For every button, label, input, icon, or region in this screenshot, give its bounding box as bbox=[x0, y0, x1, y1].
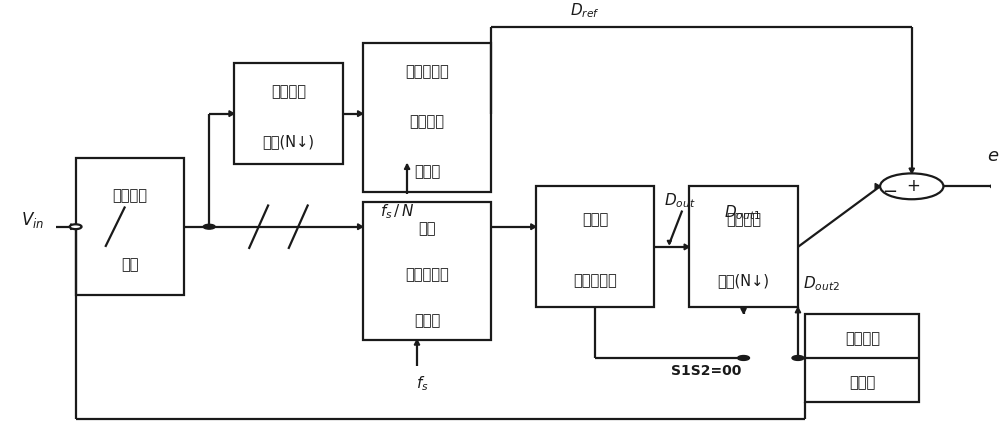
Text: 样器(N↓): 样器(N↓) bbox=[718, 273, 770, 288]
Text: $e$: $e$ bbox=[987, 147, 999, 165]
Text: 电路: 电路 bbox=[121, 257, 139, 272]
Text: $f_s$: $f_s$ bbox=[416, 373, 428, 391]
Bar bbox=[805, 314, 919, 403]
Bar bbox=[234, 64, 343, 165]
Polygon shape bbox=[358, 225, 363, 230]
Polygon shape bbox=[875, 184, 880, 190]
Text: 高速: 高速 bbox=[418, 221, 436, 236]
Polygon shape bbox=[414, 340, 420, 345]
Text: +: + bbox=[906, 177, 920, 195]
Circle shape bbox=[738, 356, 749, 360]
Bar bbox=[363, 203, 491, 340]
Bar bbox=[689, 187, 798, 308]
Text: $D_{out2}$: $D_{out2}$ bbox=[803, 273, 840, 292]
Text: 转换器: 转换器 bbox=[414, 164, 440, 178]
Circle shape bbox=[203, 225, 215, 230]
Text: 转换器: 转换器 bbox=[414, 312, 440, 328]
Text: 调节器: 调节器 bbox=[849, 374, 875, 389]
Polygon shape bbox=[684, 245, 689, 250]
Polygon shape bbox=[741, 308, 746, 314]
Text: 参考模数: 参考模数 bbox=[409, 114, 444, 129]
Polygon shape bbox=[531, 225, 536, 230]
Text: 低速高精度: 低速高精度 bbox=[405, 64, 449, 79]
Bar bbox=[363, 44, 491, 193]
Polygon shape bbox=[909, 169, 914, 174]
Polygon shape bbox=[993, 184, 998, 190]
Polygon shape bbox=[71, 225, 76, 230]
Text: 采样保持: 采样保持 bbox=[113, 188, 148, 203]
Text: S1S2=00: S1S2=00 bbox=[671, 363, 742, 377]
Bar bbox=[76, 158, 184, 296]
Text: 待校准模数: 待校准模数 bbox=[405, 267, 449, 282]
Text: $D_{out}$: $D_{out}$ bbox=[664, 190, 696, 209]
Text: 自适应: 自适应 bbox=[582, 212, 608, 227]
Circle shape bbox=[792, 356, 804, 360]
Text: 第二降采: 第二降采 bbox=[726, 212, 761, 227]
Text: −: − bbox=[882, 182, 897, 200]
Polygon shape bbox=[358, 112, 363, 117]
Text: 数字滤波器: 数字滤波器 bbox=[573, 273, 617, 288]
Text: 第一降采: 第一降采 bbox=[271, 83, 306, 99]
Text: 降采样率: 降采样率 bbox=[845, 330, 880, 345]
Text: $D_{ref}$: $D_{ref}$ bbox=[570, 1, 600, 20]
Bar bbox=[536, 187, 654, 308]
Circle shape bbox=[991, 184, 1000, 190]
Polygon shape bbox=[795, 308, 801, 313]
Text: $f_s\,/\,N$: $f_s\,/\,N$ bbox=[380, 202, 414, 220]
Polygon shape bbox=[667, 241, 671, 245]
Text: $D_{out1}$: $D_{out1}$ bbox=[724, 202, 761, 221]
Polygon shape bbox=[229, 112, 234, 117]
Circle shape bbox=[70, 225, 82, 230]
Polygon shape bbox=[404, 165, 410, 170]
Text: $V_{in}$: $V_{in}$ bbox=[21, 209, 44, 229]
Text: 样器(N↓): 样器(N↓) bbox=[262, 134, 314, 149]
